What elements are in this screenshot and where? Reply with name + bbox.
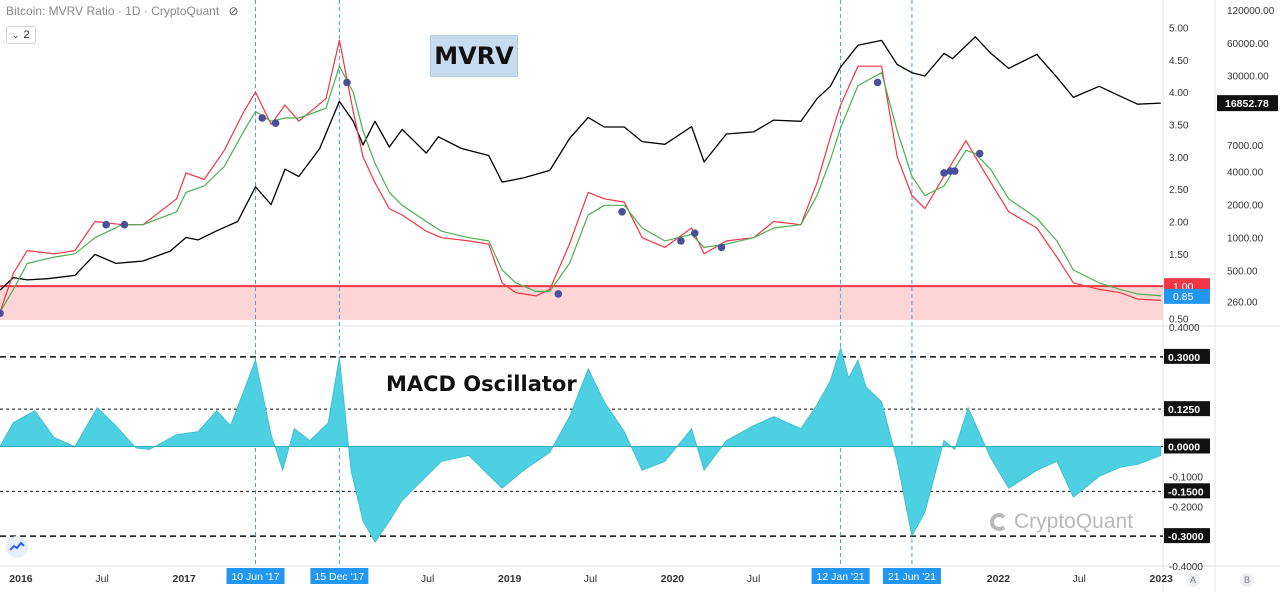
signal-marker (343, 78, 351, 87)
event-date-label: 12 Jan '21 (817, 571, 865, 583)
signal-marker (102, 220, 110, 229)
signal-marker (690, 229, 699, 237)
macd-level-box (1164, 528, 1210, 544)
macd-level-box (1164, 438, 1210, 454)
price-tick-label: 4000.00 (1227, 168, 1264, 179)
macd-tick-label: -0.4000 (1169, 562, 1203, 573)
last-price-box (1217, 95, 1278, 112)
macd-level-label: 0.0000 (1168, 442, 1200, 454)
event-date-box (882, 568, 941, 584)
signal-marker (677, 237, 685, 245)
x-tick-label: 2022 (987, 573, 1011, 585)
y-tick-label: 4.50 (1169, 56, 1189, 67)
y-tick-label: 4.00 (1169, 88, 1189, 99)
event-date-label: 15 Dec '17 (314, 571, 364, 583)
price-line (0, 36, 1161, 291)
macd-level-label: -0.1500 (1168, 486, 1204, 498)
chart-header: Bitcoin: MVRV Ratio · 1D · CryptoQuant ⊘ (6, 4, 239, 18)
cryptoquant-logo: CryptoQuant (990, 510, 1133, 534)
y-tick-label: 5.00 (1169, 23, 1189, 34)
macd-annotation: MACD Oscillator (386, 372, 577, 396)
macd-tick-label: 0.4000 (1169, 323, 1200, 334)
y-tick-label: 3.50 (1169, 120, 1189, 131)
event-date-label: 10 Jun '17 (231, 571, 279, 583)
x-tick-label: 2023 (1150, 573, 1174, 585)
signal-marker (618, 207, 626, 216)
signal-marker (0, 309, 4, 318)
x-tick-label: 2017 (172, 573, 196, 585)
macd-tick-label: -0.1000 (1169, 472, 1203, 483)
cryptoquant-logo-icon (990, 513, 1008, 531)
macd-level-box (1164, 348, 1210, 364)
price-tick-label: 30000.00 (1227, 72, 1269, 83)
price-tick-label: 120000.00 (1227, 6, 1275, 17)
macd-level-label: -0.3000 (1168, 531, 1204, 543)
oversold-zone (0, 286, 1163, 320)
event-date-label: 21 Jun '21 (888, 571, 936, 583)
mvrv-fast-line (0, 39, 1161, 313)
x-tick-label: 2016 (9, 573, 33, 585)
auto-scale-button[interactable]: A (1186, 573, 1200, 587)
mvrv-slow-line (0, 65, 1161, 313)
macd-area (0, 346, 1162, 543)
last-value-box (1164, 288, 1210, 304)
y-tick-label: 0.50 (1169, 315, 1189, 326)
signal-marker (975, 149, 984, 158)
chevron-down-icon: ⌄ (12, 30, 20, 40)
x-tick-label: Jul (584, 573, 597, 585)
macd-level-label: 0.1250 (1168, 404, 1200, 416)
signal-marker (258, 114, 267, 122)
signal-marker (873, 78, 882, 87)
x-tick-label: 2020 (661, 573, 685, 585)
event-date-box (310, 568, 369, 584)
settings-button[interactable]: B (1240, 573, 1254, 587)
last-price-label: 16852.78 (1225, 98, 1269, 110)
x-tick-label: Jul (747, 573, 760, 585)
y-tick-label: 3.00 (1169, 153, 1189, 164)
macd-level-label: 0.3000 (1168, 352, 1200, 364)
macd-level-box (1164, 401, 1210, 417)
chart-title: Bitcoin: MVRV Ratio · 1D · CryptoQuant (6, 4, 220, 18)
price-tick-label: 60000.00 (1227, 39, 1269, 50)
y-tick-label: 2.50 (1169, 185, 1189, 196)
cryptoquant-logo-text: CryptoQuant (1014, 510, 1134, 533)
signal-marker (554, 290, 563, 298)
eye-off-icon[interactable]: ⊘ (228, 4, 239, 18)
x-tick-label: Jul (1072, 573, 1085, 585)
price-tick-label: 260.00 (1227, 298, 1258, 309)
indicator-toggle[interactable]: ⌄ 2 (6, 26, 36, 44)
price-tick-label: 2000.00 (1227, 200, 1264, 211)
price-tick-label: 1000.00 (1227, 233, 1264, 244)
indicator-count: 2 (23, 29, 30, 41)
y-tick-label: 1.50 (1169, 250, 1189, 261)
x-tick-label: Jul (421, 573, 434, 585)
x-tick-label: 2019 (498, 573, 522, 585)
signal-marker (271, 119, 280, 127)
macd-level-box (1164, 483, 1210, 499)
event-date-box (811, 568, 870, 584)
signal-marker (950, 167, 959, 175)
signal-marker (940, 169, 948, 177)
signal-marker (120, 220, 129, 229)
price-tick-label: 7000.00 (1227, 141, 1264, 152)
x-tick-label: Jul (95, 573, 108, 585)
tradingview-icon[interactable] (6, 536, 28, 558)
event-date-box (226, 568, 285, 584)
price-tick-label: 500.00 (1227, 266, 1258, 277)
last-value-label: 0.85 (1173, 291, 1194, 303)
mvrv-annotation: MVRV (430, 35, 518, 77)
y-tick-label: 2.00 (1169, 217, 1189, 228)
macd-tick-label: -0.2000 (1169, 502, 1203, 513)
signal-marker (717, 243, 726, 252)
